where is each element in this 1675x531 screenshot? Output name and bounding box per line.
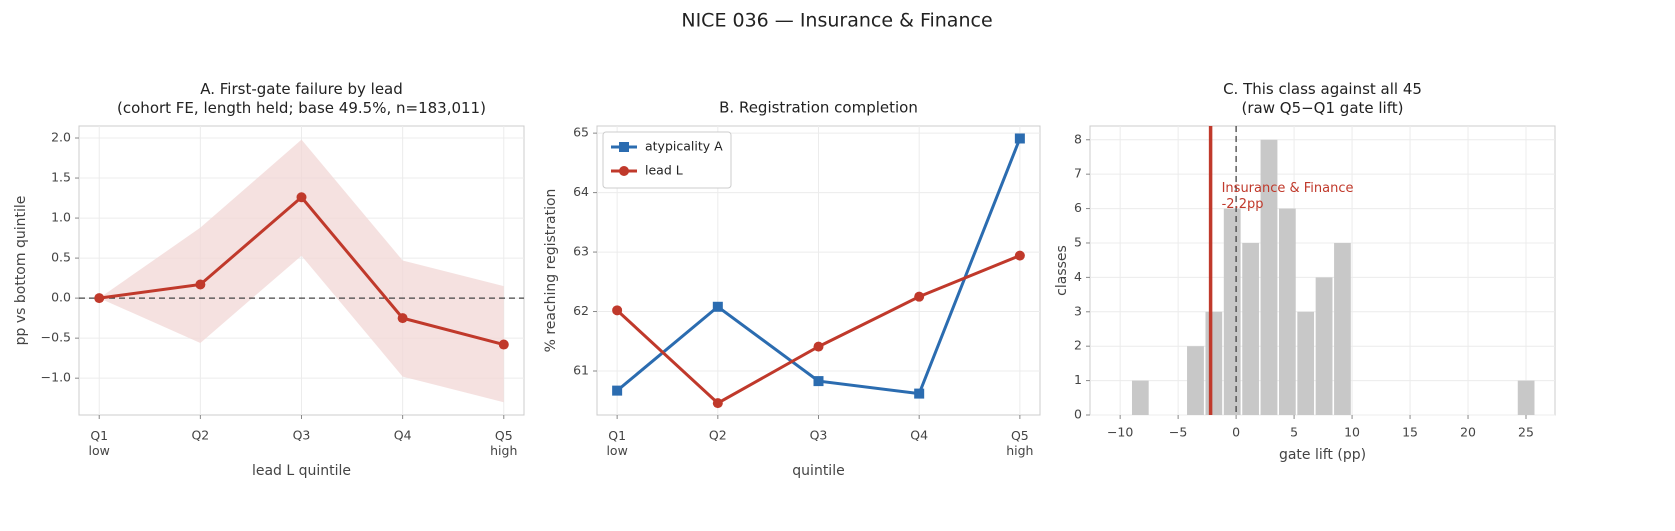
data-point — [612, 305, 623, 316]
y-tick-label: 7 — [1074, 166, 1082, 181]
panel-title: B. Registration completion — [719, 99, 918, 117]
y-tick-label: 0 — [1074, 407, 1082, 422]
histogram-bar — [1223, 208, 1241, 415]
y-axis-label: classes — [1054, 245, 1070, 296]
x-tick-label: Q2 — [191, 428, 209, 443]
x-tick-label: Q1 low — [606, 428, 627, 458]
y-tick-label: 6 — [1074, 200, 1082, 215]
x-tick-label: Q4 — [394, 428, 412, 443]
x-tick-label: Q5 high — [490, 428, 517, 458]
x-tick-label: 15 — [1402, 425, 1418, 440]
y-tick-label: 61 — [573, 362, 589, 377]
histogram-bar — [1517, 380, 1535, 415]
data-point — [813, 341, 824, 352]
y-tick-label: 4 — [1074, 269, 1082, 284]
x-tick-label: Q4 — [910, 428, 928, 443]
annotation: Insurance & Finance -2.2pp — [1222, 181, 1354, 212]
x-tick-label: −10 — [1107, 425, 1133, 440]
x-tick-label: 20 — [1460, 425, 1476, 440]
histogram-bar — [1205, 311, 1223, 415]
x-tick-label: 25 — [1518, 425, 1534, 440]
data-point — [914, 388, 925, 399]
data-point — [712, 301, 723, 312]
histogram-bar — [1187, 346, 1204, 415]
histogram-bar — [1279, 208, 1296, 415]
y-axis-label: % reaching registration — [543, 189, 559, 353]
data-point — [498, 339, 509, 350]
data-point — [195, 279, 206, 290]
y-tick-label: 5 — [1074, 234, 1082, 249]
histogram-bar — [1242, 242, 1259, 415]
y-tick-label: 0.0 — [51, 290, 71, 305]
y-tick-label: −0.5 — [41, 330, 71, 345]
data-point — [712, 398, 723, 409]
data-point — [1014, 133, 1025, 144]
data-point — [1014, 250, 1025, 261]
x-axis-label: lead L quintile — [252, 463, 351, 479]
histogram-bar — [1334, 242, 1351, 415]
x-tick-label: Q3 — [810, 428, 828, 443]
y-tick-label: 0.5 — [51, 250, 71, 265]
y-tick-label: 1 — [1074, 372, 1082, 387]
x-tick-label: 5 — [1290, 425, 1298, 440]
legend-marker — [619, 142, 629, 152]
x-tick-label: Q1 low — [89, 428, 110, 458]
y-tick-label: 2.0 — [51, 130, 71, 145]
y-tick-label: 2 — [1074, 338, 1082, 353]
y-tick-label: 8 — [1074, 131, 1082, 146]
data-point — [914, 291, 925, 302]
legend-marker — [619, 166, 629, 176]
data-point — [612, 385, 623, 396]
confidence-band — [99, 139, 504, 403]
panel-title: C. This class against all 45 (raw Q5−Q1 g… — [1223, 80, 1422, 117]
figure-title: NICE 036 — Insurance & Finance — [681, 10, 992, 32]
legend-label: lead L — [645, 163, 683, 178]
panel-title: A. First-gate failure by lead (cohort FE,… — [117, 80, 486, 117]
data-point — [397, 313, 408, 324]
y-tick-label: 1.5 — [51, 170, 71, 185]
y-tick-label: 63 — [573, 244, 589, 259]
data-point — [94, 293, 105, 304]
x-axis-label: gate lift (pp) — [1279, 447, 1366, 463]
x-tick-label: Q2 — [709, 428, 727, 443]
y-tick-label: 65 — [573, 125, 589, 140]
x-tick-label: 10 — [1344, 425, 1360, 440]
y-tick-label: −1.0 — [41, 370, 71, 385]
histogram-bar — [1131, 380, 1149, 415]
y-tick-label: 1.0 — [51, 210, 71, 225]
y-tick-label: 3 — [1074, 303, 1082, 318]
y-tick-label: 64 — [573, 184, 589, 199]
x-tick-label: Q5 high — [1006, 428, 1033, 458]
histogram-bar — [1297, 311, 1315, 415]
histogram-bar — [1260, 139, 1278, 415]
x-tick-label: Q3 — [293, 428, 311, 443]
x-tick-label: 0 — [1232, 425, 1240, 440]
x-axis-label: quintile — [792, 463, 844, 479]
data-point — [296, 192, 307, 203]
y-axis-label: pp vs bottom quintile — [13, 196, 29, 346]
data-point — [813, 376, 824, 387]
histogram-bar — [1315, 277, 1333, 415]
x-tick-label: −5 — [1169, 425, 1187, 440]
legend-label: atypicality A — [645, 139, 723, 154]
y-tick-label: 62 — [573, 303, 589, 318]
